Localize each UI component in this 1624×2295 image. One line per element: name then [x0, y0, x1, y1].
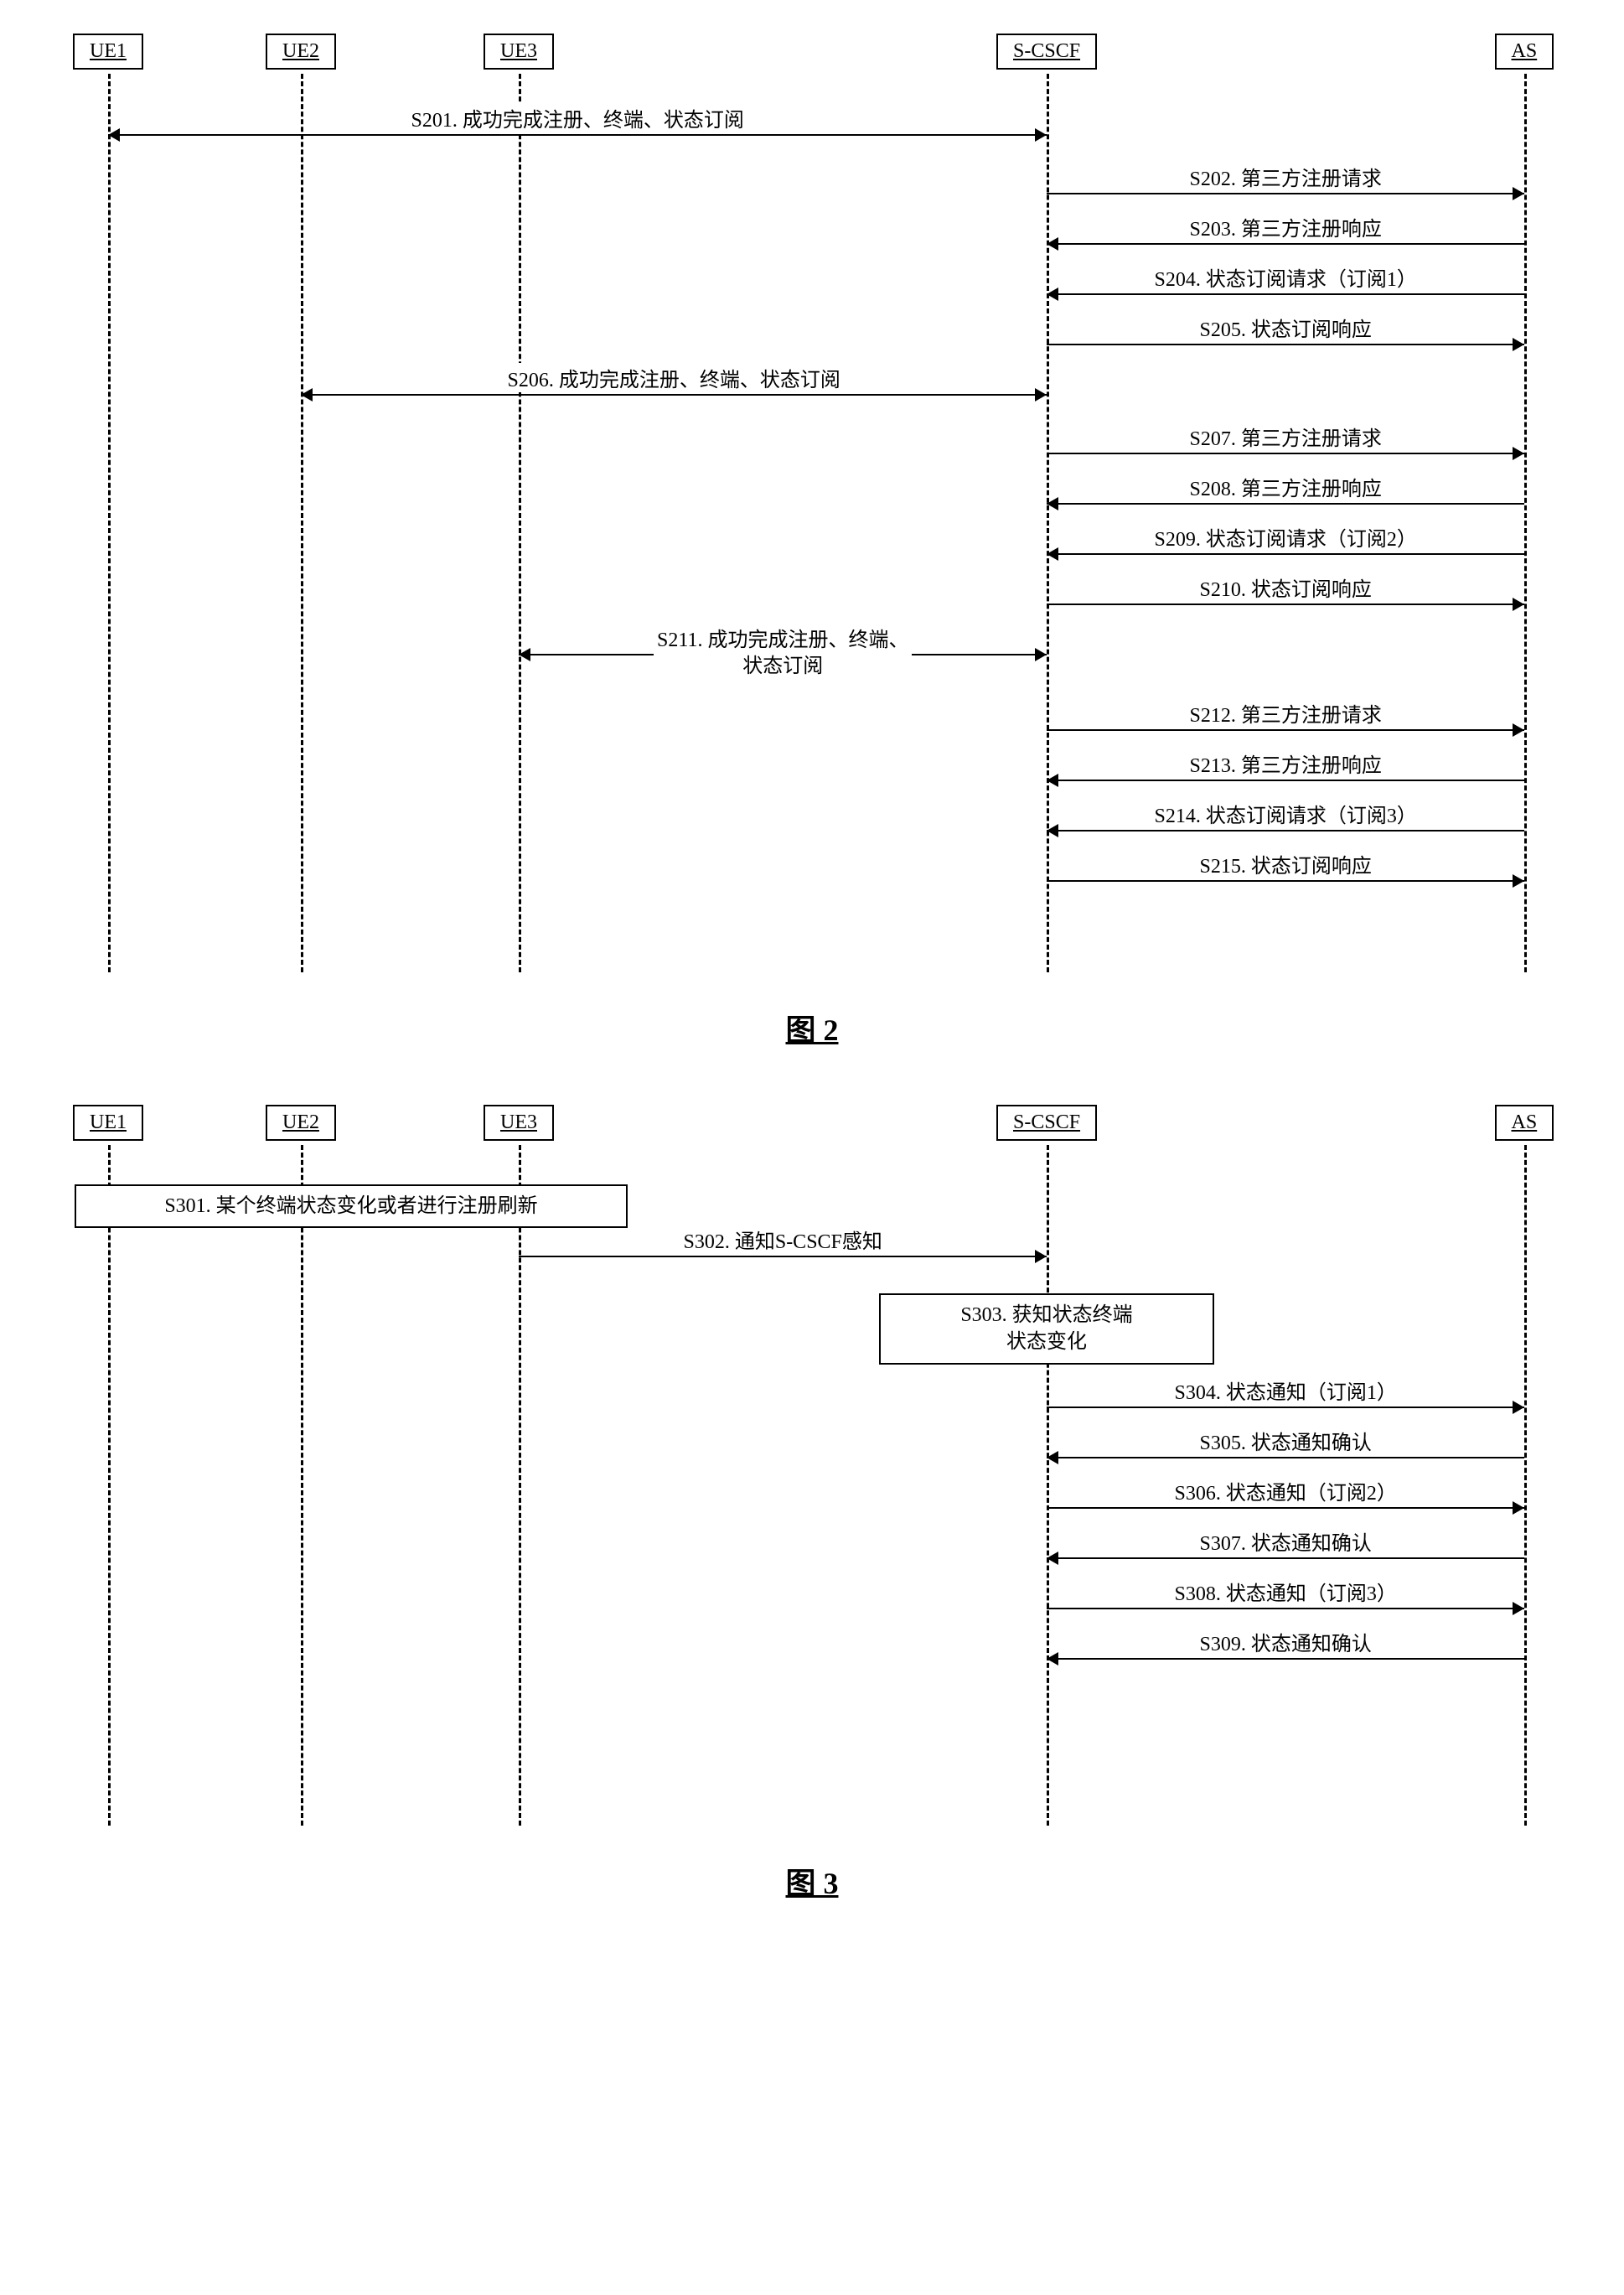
- message-label-4: S307. 状态通知确认: [1197, 1526, 1375, 1556]
- lifeline-ue1: [108, 1145, 111, 1826]
- message-line-5: [1047, 1608, 1524, 1609]
- message-line-0: [108, 134, 1047, 136]
- arrowhead-left-5: [301, 388, 313, 401]
- message-line-4: [1047, 1557, 1524, 1559]
- message-label-5: S206. 成功完成注册、终端、状态订阅: [504, 363, 844, 392]
- caption-fig2: 图 2: [34, 1006, 1590, 1054]
- message-label-6: S309. 状态通知确认: [1197, 1627, 1375, 1656]
- arrowhead-left-10: [519, 648, 530, 661]
- message-label-1: S202. 第三方注册请求: [1187, 162, 1385, 191]
- arrowhead-left-12: [1047, 774, 1058, 787]
- message-label-2: S305. 状态通知确认: [1197, 1426, 1375, 1455]
- arrowhead-right-11: [1513, 723, 1524, 737]
- message-line-5: [301, 394, 1047, 396]
- arrowhead-right-0: [1035, 128, 1047, 142]
- arrowhead-left-0: [108, 128, 120, 142]
- arrowhead-right-4: [1513, 338, 1524, 351]
- caption-fig3: 图 3: [34, 1859, 1590, 1908]
- sequence-diagram-fig3: UE1 UE2 UE3 S-CSCF AS S301. 某个终端状态变化或者进行注册刷新 S…: [49, 1105, 1575, 1834]
- message-line-4: [1047, 344, 1524, 345]
- message-line-6: [1047, 1658, 1524, 1660]
- arrowhead-right-1: [1513, 1401, 1524, 1414]
- arrowhead-left-7: [1047, 497, 1058, 510]
- actor-ue1: UE1: [73, 1105, 143, 1141]
- lifeline-as: [1524, 74, 1527, 972]
- lifeline-ue1: [108, 74, 111, 972]
- arrowhead-left-2: [1047, 1451, 1058, 1464]
- message-line-1: [1047, 193, 1524, 194]
- message-label-8: S209. 状态订阅请求（订阅2）: [1151, 522, 1420, 552]
- message-line-11: [1047, 729, 1524, 731]
- arrowhead-right-10: [1035, 648, 1047, 661]
- lifeline-scscf: [1047, 1145, 1049, 1826]
- actor-scscf: S-CSCF: [996, 34, 1097, 70]
- message-label-10: S211. 成功完成注册、终端、状态订阅: [654, 628, 912, 680]
- message-label-5: S308. 状态通知（订阅3）: [1171, 1577, 1400, 1606]
- message-line-13: [1047, 830, 1524, 831]
- actor-ue2: UE2: [266, 34, 336, 70]
- message-label-2: S203. 第三方注册响应: [1187, 212, 1385, 241]
- message-line-3: [1047, 1507, 1524, 1509]
- message-label-4: S205. 状态订阅响应: [1197, 313, 1375, 342]
- note-0: S301. 某个终端状态变化或者进行注册刷新: [75, 1184, 628, 1228]
- message-label-6: S207. 第三方注册请求: [1187, 422, 1385, 451]
- message-label-13: S214. 状态订阅请求（订阅3）: [1151, 799, 1420, 828]
- message-label-14: S215. 状态订阅响应: [1197, 849, 1375, 878]
- message-line-0: [519, 1256, 1047, 1257]
- lifeline-as: [1524, 1145, 1527, 1826]
- lifeline-ue2: [301, 74, 303, 972]
- arrowhead-right-6: [1513, 447, 1524, 460]
- arrowhead-left-4: [1047, 1552, 1058, 1565]
- actor-scscf: S-CSCF: [996, 1105, 1097, 1141]
- actor-as: AS: [1495, 1105, 1554, 1141]
- actor-ue1: UE1: [73, 34, 143, 70]
- lifeline-ue2: [301, 1145, 303, 1826]
- lifeline-ue3: [519, 74, 521, 972]
- actor-as: AS: [1495, 34, 1554, 70]
- message-line-14: [1047, 880, 1524, 882]
- message-label-7: S208. 第三方注册响应: [1187, 472, 1385, 501]
- actor-ue2: UE2: [266, 1105, 336, 1141]
- message-line-7: [1047, 503, 1524, 505]
- lifeline-scscf: [1047, 74, 1049, 972]
- message-label-3: S306. 状态通知（订阅2）: [1171, 1476, 1400, 1505]
- message-line-6: [1047, 453, 1524, 454]
- message-line-3: [1047, 293, 1524, 295]
- sequence-diagram-fig2: UE1 UE2 UE3 S-CSCF AS S201. 成功完成注册、终端、状态订阅 S20…: [49, 34, 1575, 981]
- message-line-9: [1047, 604, 1524, 605]
- arrowhead-left-2: [1047, 237, 1058, 251]
- arrowhead-left-6: [1047, 1652, 1058, 1666]
- message-label-12: S213. 第三方注册响应: [1187, 749, 1385, 778]
- note-1: S303. 获知状态终端状态变化: [879, 1293, 1214, 1365]
- actor-ue3: UE3: [484, 34, 554, 70]
- message-label-0: S201. 成功完成注册、终端、状态订阅: [408, 103, 747, 132]
- actor-ue3: UE3: [484, 1105, 554, 1141]
- message-label-0: S302. 通知S-CSCF感知: [680, 1225, 886, 1254]
- arrowhead-right-0: [1035, 1250, 1047, 1263]
- arrowhead-right-5: [1513, 1602, 1524, 1615]
- arrowhead-right-9: [1513, 598, 1524, 611]
- arrowhead-left-13: [1047, 824, 1058, 837]
- message-line-2: [1047, 1457, 1524, 1458]
- message-line-2: [1047, 243, 1524, 245]
- message-label-1: S304. 状态通知（订阅1）: [1171, 1375, 1400, 1405]
- message-label-9: S210. 状态订阅响应: [1197, 572, 1375, 602]
- arrowhead-right-1: [1513, 187, 1524, 200]
- message-line-12: [1047, 780, 1524, 781]
- arrowhead-left-8: [1047, 547, 1058, 561]
- arrowhead-left-3: [1047, 288, 1058, 301]
- message-line-8: [1047, 553, 1524, 555]
- lifeline-ue3: [519, 1145, 521, 1826]
- message-label-11: S212. 第三方注册请求: [1187, 698, 1385, 728]
- arrowhead-right-14: [1513, 874, 1524, 888]
- message-label-3: S204. 状态订阅请求（订阅1）: [1151, 262, 1420, 292]
- arrowhead-right-5: [1035, 388, 1047, 401]
- arrowhead-right-3: [1513, 1501, 1524, 1515]
- message-line-1: [1047, 1407, 1524, 1408]
